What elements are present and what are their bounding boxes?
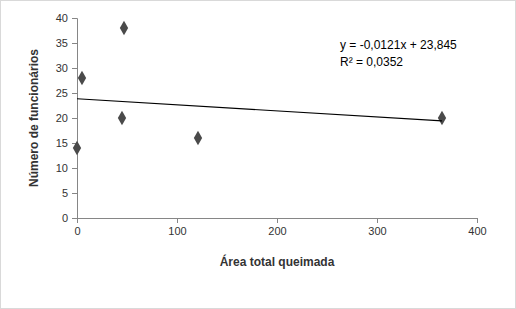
tick-mark — [72, 168, 77, 169]
tick: 100 — [168, 218, 186, 237]
tick-mark — [277, 218, 278, 223]
tick: 40 — [56, 12, 77, 24]
tick-mark — [72, 118, 77, 119]
tick-label: 100 — [168, 225, 186, 237]
point — [73, 141, 81, 155]
tick: 20 — [56, 112, 77, 124]
tick-label: 20 — [56, 112, 68, 124]
tick: 400 — [468, 218, 486, 237]
tick: 0 — [74, 218, 80, 237]
y-axis: 0 5 10 15 20 25 30 35 40 — [56, 12, 78, 224]
x-axis-title: Área total queimada — [220, 254, 335, 269]
point — [118, 111, 126, 125]
tick-mark — [72, 43, 77, 44]
tick-label: 15 — [56, 137, 68, 149]
tick-label: 0 — [74, 225, 80, 237]
y-axis-title: Número de funcionários — [27, 49, 41, 187]
tick-mark — [72, 218, 77, 219]
tick-label: 200 — [268, 225, 286, 237]
tick-label: 300 — [368, 225, 386, 237]
tick-mark — [477, 218, 478, 223]
chart-frame — [1, 1, 516, 309]
tick: 200 — [268, 218, 286, 237]
tick-label: 30 — [56, 62, 68, 74]
axis-line — [78, 219, 478, 224]
tick: 25 — [56, 87, 77, 99]
x-axis: 0 100 200 300 400 — [74, 218, 486, 237]
tick-mark — [72, 68, 77, 69]
tick-label: 5 — [62, 187, 68, 199]
annotation: R² = 0,0352 — [340, 55, 403, 69]
point — [120, 21, 128, 35]
tick: 0 — [62, 212, 77, 224]
tick-label: 0 — [62, 212, 68, 224]
chart: 0 100 200 300 400 0 5 10 15 20 25 30 35 40 Área total … — [0, 0, 516, 309]
tick-mark — [72, 193, 77, 194]
trend-line — [77, 99, 442, 121]
tick: 30 — [56, 62, 77, 74]
point — [194, 131, 202, 145]
tick-mark — [377, 218, 378, 223]
tick-mark — [72, 18, 77, 19]
point — [438, 111, 446, 125]
tick-label: 400 — [468, 225, 486, 237]
annotation: y = -0,0121x + 23,845 — [340, 38, 457, 52]
tick-label: 35 — [56, 37, 68, 49]
tick: 10 — [56, 162, 77, 174]
tick: 5 — [62, 187, 77, 199]
tick: 35 — [56, 37, 77, 49]
tick-label: 10 — [56, 162, 68, 174]
tick-mark — [72, 93, 77, 94]
tick-mark — [177, 218, 178, 223]
point — [78, 71, 86, 85]
plot: 0 100 200 300 400 0 5 10 15 20 25 30 35 40 — [56, 12, 487, 237]
axis-line — [72, 19, 78, 219]
tick-label: 40 — [56, 12, 68, 24]
tick-label: 25 — [56, 87, 68, 99]
tick: 300 — [368, 218, 386, 237]
